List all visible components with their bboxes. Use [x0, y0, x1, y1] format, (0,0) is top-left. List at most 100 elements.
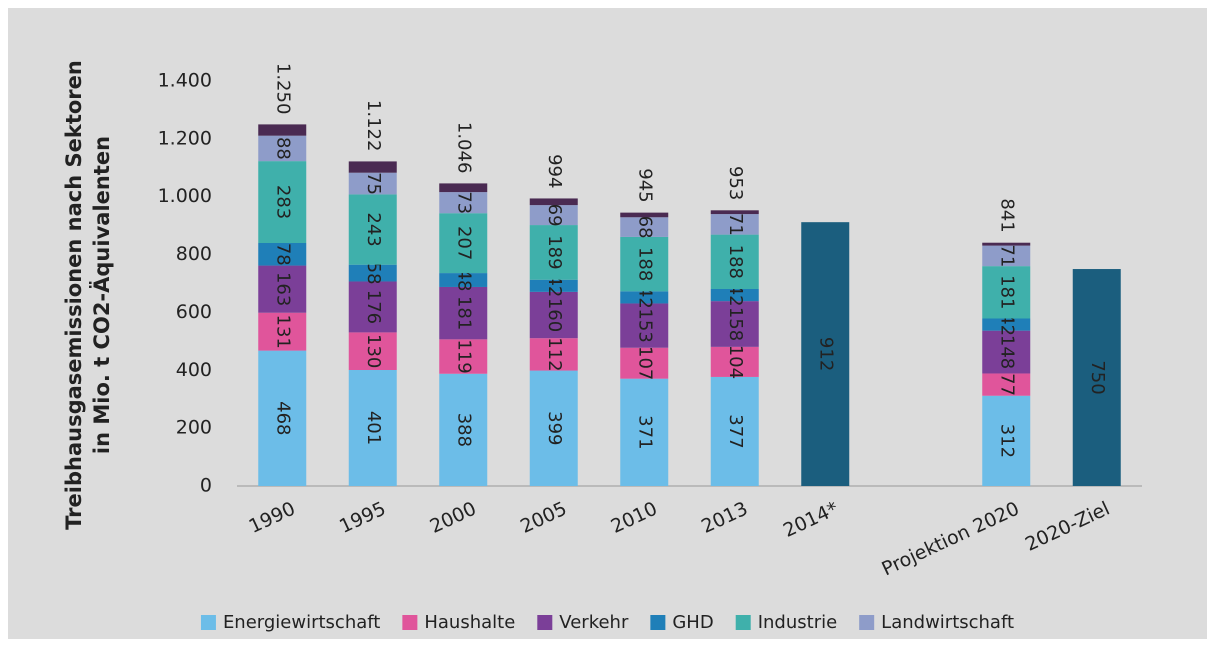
- legend-label: Energiewirtschaft: [223, 612, 380, 633]
- legend-label: Haushalte: [424, 612, 515, 633]
- data-label: 68: [634, 216, 655, 239]
- data-label: 42: [634, 286, 655, 309]
- bar-segment: [439, 213, 488, 274]
- bar-segment: [258, 243, 307, 266]
- bar-segment: [439, 183, 488, 193]
- bar-segment: [1072, 269, 1121, 486]
- bar-segment: [982, 242, 1031, 246]
- total-label: 953: [725, 166, 746, 200]
- data-label: 312: [996, 424, 1017, 458]
- y-axis-title: Treibhausgasemissionen nach Sektoren: [62, 60, 86, 530]
- data-label: 131: [272, 314, 293, 348]
- total-label: 841: [996, 198, 1017, 232]
- bar-segment: [348, 194, 397, 265]
- data-label: 48: [453, 269, 474, 292]
- data-label: 283: [272, 185, 293, 219]
- bar-segment: [620, 212, 669, 218]
- data-label: 104: [725, 345, 746, 379]
- bar-segment: [348, 264, 397, 282]
- bar-segment: [982, 330, 1031, 374]
- bar-segment: [529, 225, 578, 280]
- data-label: 188: [634, 247, 655, 281]
- bar-segment: [710, 346, 759, 377]
- data-label: 69: [544, 204, 565, 227]
- bar-segment: [982, 395, 1031, 486]
- y-tick-label: 400: [176, 359, 212, 381]
- bar-segment: [348, 332, 397, 370]
- bar-segment: [710, 288, 759, 302]
- legend-label: Verkehr: [559, 612, 629, 633]
- y-axis-title: in Mio. t CO2-Äquivalenten: [89, 136, 114, 454]
- bar-segment: [710, 376, 759, 486]
- legend-swatch: [859, 615, 875, 630]
- bar-segment: [620, 303, 669, 348]
- y-tick-label: 1.400: [158, 70, 212, 92]
- total-label: 1.046: [453, 122, 474, 174]
- bar-segment: [258, 124, 307, 136]
- bar-segment: [529, 370, 578, 486]
- y-tick-label: 1.200: [158, 127, 212, 149]
- data-label: 912: [815, 337, 836, 371]
- y-tick-label: 600: [176, 301, 212, 323]
- total-label: 1.250: [272, 63, 293, 115]
- bar-segment: [710, 301, 759, 347]
- data-label: 468: [272, 401, 293, 435]
- legend-swatch: [735, 615, 751, 630]
- data-label: 189: [544, 235, 565, 269]
- total-label: 1.122: [363, 100, 384, 152]
- data-label: 163: [272, 272, 293, 306]
- bar-segment: [258, 312, 307, 351]
- bar-segment: [620, 217, 669, 237]
- data-label: 371: [634, 415, 655, 449]
- bar-segment: [348, 172, 397, 195]
- bar-segment: [710, 214, 759, 235]
- data-label: 75: [363, 172, 384, 195]
- data-label: 181: [453, 296, 474, 330]
- legend-swatch: [200, 615, 216, 630]
- legend-label: Landwirtschaft: [881, 612, 1014, 633]
- bar-segment: [982, 245, 1031, 267]
- bar-segment: [620, 236, 669, 292]
- data-label: 399: [544, 411, 565, 445]
- bar-segment: [529, 205, 578, 226]
- data-label: 42: [996, 313, 1017, 336]
- data-label: 71: [996, 244, 1017, 267]
- y-tick-label: 200: [176, 417, 212, 439]
- data-label: 181: [996, 275, 1017, 309]
- data-label: 148: [996, 335, 1017, 369]
- bar-segment: [439, 339, 488, 374]
- bar-segment: [710, 210, 759, 215]
- data-label: 188: [725, 245, 746, 279]
- bar-segment: [620, 291, 669, 304]
- data-label: 112: [544, 337, 565, 371]
- legend-label: GHD: [672, 612, 713, 633]
- y-tick-label: 800: [176, 243, 212, 265]
- bar-segment: [801, 222, 850, 486]
- data-label: 377: [725, 414, 746, 448]
- data-label: 71: [725, 213, 746, 236]
- bar-segment: [258, 161, 307, 243]
- data-label: 158: [725, 307, 746, 341]
- bar-segment: [258, 135, 307, 162]
- total-label: 945: [634, 168, 655, 202]
- bar-segment: [529, 338, 578, 371]
- bar-segment: [348, 161, 397, 173]
- data-label: 388: [453, 413, 474, 447]
- data-label: 401: [363, 411, 384, 445]
- data-label: 88: [272, 137, 293, 160]
- bar-segment: [439, 373, 488, 486]
- y-tick-label: 0: [200, 475, 212, 497]
- bar-segment: [982, 373, 1031, 396]
- bar-segment: [258, 265, 307, 313]
- bar-segment: [348, 281, 397, 333]
- legend-swatch: [402, 615, 418, 630]
- bar-segment: [982, 266, 1031, 319]
- data-label: 77: [996, 373, 1017, 396]
- data-label: 160: [544, 298, 565, 332]
- data-label: 130: [363, 334, 384, 368]
- bar-segment: [529, 198, 578, 206]
- data-label: 176: [363, 290, 384, 324]
- bar-segment: [529, 279, 578, 292]
- bar-segment: [529, 291, 578, 339]
